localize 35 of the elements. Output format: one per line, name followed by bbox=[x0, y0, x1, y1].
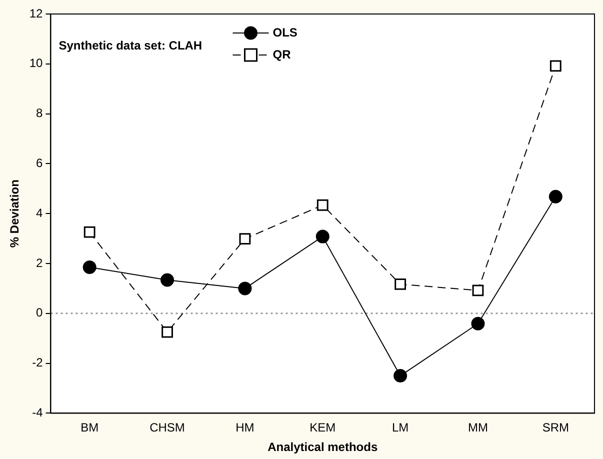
point bbox=[162, 326, 173, 338]
x-tick-label: BM bbox=[80, 420, 99, 435]
y-tick-label: 2 bbox=[36, 256, 44, 270]
point bbox=[394, 278, 406, 290]
point bbox=[550, 60, 562, 72]
legend-label: QR bbox=[272, 47, 292, 62]
point bbox=[84, 226, 96, 238]
point bbox=[238, 282, 252, 296]
y-tick-label: 10 bbox=[29, 56, 44, 70]
y-tick-label: 6 bbox=[36, 156, 44, 170]
y-tick-label: 12 bbox=[29, 6, 44, 20]
point bbox=[471, 316, 485, 330]
y-tick-label: 4 bbox=[36, 206, 44, 220]
y-axis-title: % Deviation bbox=[8, 180, 22, 248]
y-tick-label: 0 bbox=[36, 306, 44, 320]
point bbox=[394, 369, 408, 383]
point bbox=[239, 233, 251, 244]
x-axis-title: Analytical methods bbox=[268, 440, 378, 454]
legend-label: OLS bbox=[272, 25, 298, 40]
point bbox=[548, 190, 562, 204]
point bbox=[82, 260, 96, 274]
y-tick-label: 8 bbox=[36, 106, 44, 120]
annotation: Synthetic data set: CLAH bbox=[58, 38, 202, 52]
x-tick-label: CHSM bbox=[150, 420, 185, 435]
x-tick-label: LM bbox=[392, 420, 409, 435]
x-tick-label: MM bbox=[468, 420, 488, 435]
y-tick-label: -2 bbox=[32, 356, 44, 370]
y-tick-label: -4 bbox=[32, 406, 44, 420]
point bbox=[160, 273, 174, 287]
x-tick-label: HM bbox=[236, 420, 254, 435]
x-tick-label: KEM bbox=[310, 420, 336, 435]
point bbox=[316, 230, 330, 244]
x-tick-label: SRM bbox=[542, 420, 569, 435]
point bbox=[316, 199, 328, 211]
point bbox=[472, 284, 484, 296]
